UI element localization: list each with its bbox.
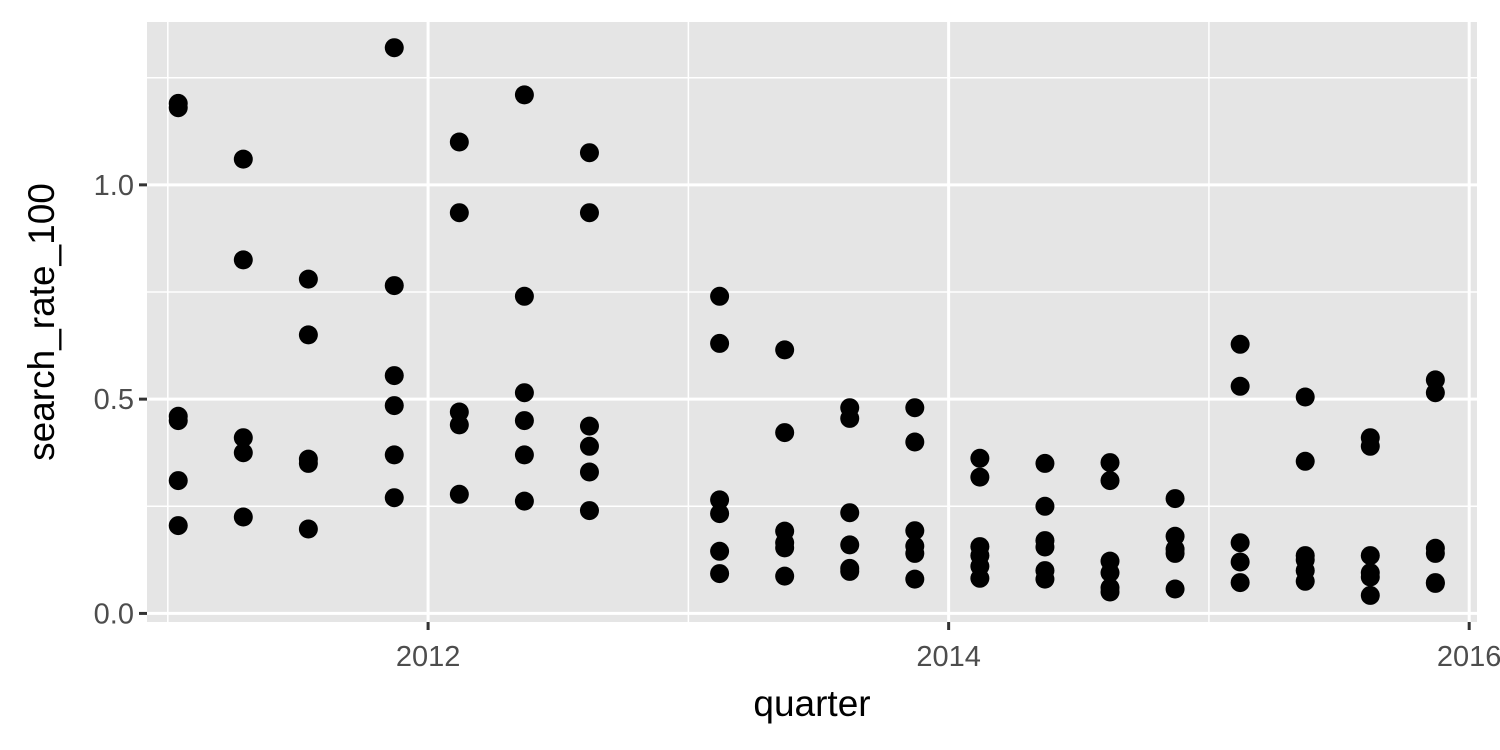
data-point [710,564,730,584]
data-point [1360,546,1380,566]
data-point [579,501,599,521]
data-point [905,521,925,541]
data-point [168,98,188,118]
data-point [905,398,925,418]
data-point [1100,453,1120,473]
data-point [168,471,188,491]
data-point [233,507,253,527]
data-point [1035,569,1055,589]
data-point [970,467,990,487]
data-point [710,333,730,353]
data-point [233,149,253,169]
data-point [384,445,404,465]
data-point [1295,387,1315,407]
data-point [1165,543,1185,563]
data-point [1295,571,1315,591]
major-gridlines [147,22,1477,622]
data-point [1165,489,1185,509]
data-point [1230,376,1250,396]
data-point [233,250,253,270]
x-tick-label: 2014 [916,641,981,673]
data-point [449,203,469,223]
data-point [168,411,188,431]
data-point [298,453,318,473]
data-point [298,269,318,289]
data-point [579,143,599,163]
data-point [298,519,318,539]
data-point [775,423,795,443]
data-point [840,408,860,428]
data-point [1035,453,1055,473]
x-axis: 2012 2014 2016 [396,622,1500,673]
data-point [905,543,925,563]
data-point [970,448,990,468]
data-point [168,516,188,536]
data-point [384,366,404,386]
data-point [1165,579,1185,599]
data-point [840,503,860,523]
data-point [775,566,795,586]
data-point [514,286,534,306]
y-tick-label: 1.0 [94,170,134,202]
data-point [449,132,469,152]
y-axis: 0.0 0.5 1.0 [94,170,147,630]
data-point [579,203,599,223]
y-axis-title: search_rate_100 [21,183,62,461]
data-point [905,432,925,452]
data-point [1100,471,1120,491]
data-point [710,490,730,510]
y-tick-label: 0.0 [94,598,134,630]
data-point [1035,496,1055,516]
data-point [970,568,990,588]
data-points [168,38,1445,605]
x-tick-label: 2012 [396,641,461,673]
data-point [579,436,599,456]
data-point [710,286,730,306]
data-point [514,85,534,105]
data-point [514,445,534,465]
data-point [775,340,795,360]
x-tick-label: 2016 [1437,641,1500,673]
data-point [775,538,795,558]
data-point [384,276,404,296]
data-point [1035,537,1055,557]
data-point [579,416,599,436]
x-axis-title: quarter [753,683,870,724]
data-point [1100,563,1120,583]
data-point [1230,533,1250,553]
minor-gridlines [147,22,1477,622]
data-point [1230,573,1250,593]
data-point [384,38,404,58]
data-point [1360,585,1380,605]
data-point [384,488,404,508]
data-point [1295,451,1315,471]
data-point [1230,334,1250,354]
data-point [1230,552,1250,572]
data-point [710,504,730,524]
data-point [1360,567,1380,587]
data-point [579,462,599,482]
data-point [233,428,253,448]
y-tick-label: 0.5 [94,384,134,416]
data-point [514,383,534,403]
data-point [514,491,534,511]
data-point [384,396,404,416]
data-point [298,325,318,345]
data-point [905,569,925,589]
data-point [1100,582,1120,602]
data-point [449,484,469,504]
data-point [710,541,730,561]
data-point [1360,436,1380,456]
data-point [449,415,469,435]
data-point [233,443,253,463]
data-point [1425,573,1445,593]
data-point [840,535,860,555]
plot-panel [147,22,1477,622]
data-point [514,411,534,431]
data-point [1425,383,1445,403]
data-point [1425,543,1445,563]
data-point [840,561,860,581]
